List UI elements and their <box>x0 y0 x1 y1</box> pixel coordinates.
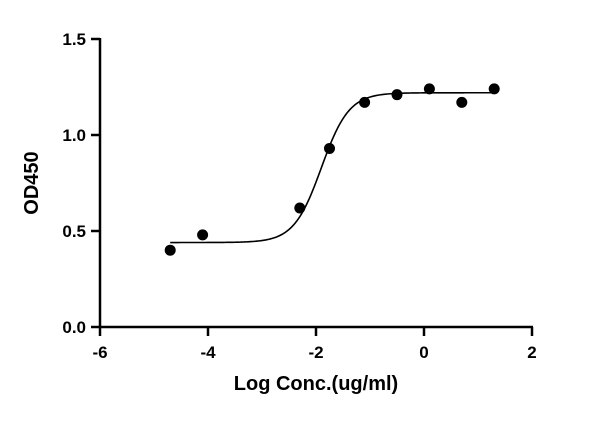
y-tick-label: 1.5 <box>62 30 86 49</box>
x-tick-label: 0 <box>419 343 428 362</box>
x-axis-title: Log Conc.(ug/ml) <box>234 373 398 395</box>
fit-curve <box>170 91 495 244</box>
data-point <box>488 83 500 95</box>
data-point <box>324 142 335 154</box>
data-point <box>197 229 209 241</box>
data-point <box>423 83 435 95</box>
x-tick-label: -4 <box>200 343 216 362</box>
y-tick-label: 1.0 <box>62 126 86 145</box>
x-tick-label: 2 <box>527 343 536 362</box>
y-tick-label: 0.5 <box>62 222 86 241</box>
data-point <box>456 96 468 108</box>
x-tick-label: -2 <box>308 343 323 362</box>
plot-area <box>164 83 500 256</box>
data-point <box>391 89 403 101</box>
data-point <box>359 96 371 108</box>
y-axis-title: OD450 <box>21 151 43 214</box>
y-axis-ticks: 0.0 0.5 1.0 1.5 <box>62 30 100 337</box>
y-tick-label: 0.0 <box>62 318 86 337</box>
x-axis-ticks: -6 -4 -2 0 2 <box>92 327 537 362</box>
data-point <box>164 244 176 256</box>
x-tick-label: -6 <box>92 343 107 362</box>
data-point <box>294 202 306 214</box>
